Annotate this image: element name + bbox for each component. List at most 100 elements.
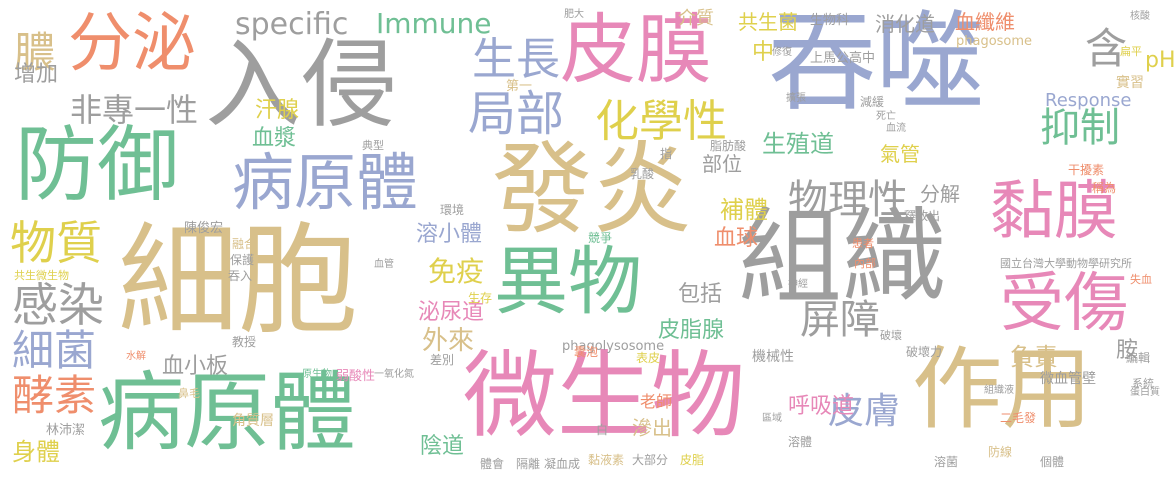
word-bingyuanti-big: 病原體 <box>98 363 356 463</box>
word-jiaozhiceng: 角質層 <box>232 413 274 429</box>
word-yuanshou: 原生物 <box>302 369 332 380</box>
word-yindao: 陰道 <box>420 434 465 459</box>
word-xitong: 系統 <box>1132 377 1154 390</box>
word-gongshengwujun: 共生微生物 <box>14 269 69 282</box>
word-pifu: 皮膚 <box>828 391 901 432</box>
word-immune: Immune <box>376 7 492 40</box>
word-dabufen: 大部分 <box>632 453 669 467</box>
word-guoliao: 國立台灣大學動物學研究所 <box>1000 257 1132 270</box>
word-xuexiao: 血流 <box>886 123 906 134</box>
word-buti: 補體 <box>720 196 768 224</box>
word-pianping: 扁平 <box>1120 45 1142 58</box>
word-hanxian: 汗腺 <box>255 98 300 123</box>
word-response: Response <box>1045 90 1132 111</box>
word-pingzhang: 屏障 <box>800 297 880 343</box>
word-biaopi: 表皮 <box>636 351 661 365</box>
word-chabie: 差別 <box>430 353 455 367</box>
word-dianxing: 典型 <box>362 139 384 152</box>
word-danbaizhi: 蛋白質 <box>1130 387 1160 398</box>
word-ganjun: 溶菌 <box>934 455 959 469</box>
word-ningxue: 凝血成 <box>544 457 581 471</box>
word-weishengwu: 微生物 <box>463 342 746 451</box>
word-shenchu: 滲出 <box>632 416 672 440</box>
word-wuzhi: 物質 <box>10 216 102 270</box>
word-fenmi: 分泌 <box>68 7 196 81</box>
word-baohu: 保護 <box>230 253 255 267</box>
word-yiqi: 一氧化氮 <box>374 369 414 380</box>
word-xuexiaoban: 血小板 <box>162 354 229 379</box>
word-shangma: 上馬公高中 <box>810 51 876 66</box>
word-nong: 膿 <box>14 28 57 77</box>
word-geli: 隔離 <box>516 457 541 471</box>
word-jiansao: 減緩 <box>860 95 885 109</box>
word-fangxian: 防線 <box>988 445 1013 459</box>
word-neibu: 內部 <box>854 257 876 270</box>
word-specific: specific <box>235 7 349 42</box>
word-shoushang: 受傷 <box>1000 267 1128 341</box>
word-phagolysosome: phagolysosome <box>562 339 665 354</box>
word-chengwei: 稱為 <box>1092 181 1117 195</box>
word-baokuo: 包括 <box>678 282 723 307</box>
word-shenjing: 神經 <box>788 279 808 290</box>
word-ruoshuanxing: 弱酸性 <box>336 369 376 384</box>
word-laoshi: 老師 <box>640 392 673 411</box>
word-huanzhe: 患者 <box>852 237 874 250</box>
word-weixuegbi: 微血管壁 <box>1040 371 1096 387</box>
word-ganraosu: 干擾素 <box>1068 163 1105 177</box>
word-jixiexing: 機械性 <box>752 349 794 365</box>
word-meisu: 酵素 <box>12 371 97 420</box>
word-huaxuexing: 化學性 <box>595 96 727 147</box>
word-gebie: 個體 <box>1040 455 1065 469</box>
word-tunshi: 吞噬 <box>768 1 985 126</box>
word-xiaohuadao: 消化道 <box>875 12 935 36</box>
word-gongsheng-small: 生存 <box>468 291 493 305</box>
word-ph: pH <box>1145 48 1175 73</box>
word-shishi: 釋放出 <box>904 209 941 223</box>
word-feizhuanyixing: 非專一性 <box>70 91 199 129</box>
word-buwei: 部位 <box>702 152 742 176</box>
word-shiyanhao: 死亡 <box>876 111 896 122</box>
word-qinru: 入侵 <box>205 29 397 141</box>
word-zhong: 中 <box>752 40 775 65</box>
word-bikong: 鼻毛 <box>178 387 200 400</box>
word-poliao: 破壞 <box>880 329 902 342</box>
word-nianmo: 黏膜 <box>990 175 1118 249</box>
word-rongxiaoti: 溶小體 <box>416 222 483 247</box>
word-yizhi: 抑制 <box>1040 105 1120 151</box>
word-shiyuan: 失血 <box>1130 273 1152 286</box>
word-tunru: 吞入 <box>228 269 253 283</box>
word-huxidao: 呼吸道 <box>788 394 855 419</box>
word-zuzhiye: 組織液 <box>984 385 1014 396</box>
word-fuze: 負責 <box>1010 343 1058 371</box>
word-qiangzhe: 區域 <box>762 413 782 424</box>
word-shengwuke: 生物科 <box>810 13 850 28</box>
word-jie: 胺 <box>1116 338 1139 363</box>
word-qiguan: 氣管 <box>880 142 920 166</box>
word-bai: 白 <box>596 423 609 437</box>
word-xiuyi: 修復 <box>772 47 792 58</box>
word-ganran: 感染 <box>12 278 104 332</box>
word-xuejiang: 血漿 <box>252 126 297 151</box>
word-erma: 二毛發 <box>1000 411 1037 425</box>
word-shuijie: 水解 <box>126 351 146 362</box>
word-xueqiu: 血球 <box>714 226 759 251</box>
word-zengjia: 增加 <box>14 62 59 87</box>
word-jiezhi: 介質 <box>678 8 714 29</box>
word-xibao: 細胞 <box>118 212 358 351</box>
word-zuzhi: 組織 <box>738 196 947 318</box>
word-bingyuanti-mid: 病原體 <box>232 146 419 219</box>
word-bianji: 編輯 <box>1126 351 1151 365</box>
word-pimo: 皮膜 <box>560 5 712 94</box>
word-shengzhang: 生長 <box>472 34 560 85</box>
word-shenti: 身體 <box>12 438 60 466</box>
word-kuozhang: 擴張 <box>786 93 806 104</box>
word-xijun: 細菌 <box>12 326 97 375</box>
word-zuoyong: 作用 <box>912 337 1092 442</box>
word-pohuaili: 破壞力 <box>906 345 943 359</box>
word-jiaoshou: 教授 <box>232 335 257 349</box>
word-hezhi: 核酸 <box>1130 11 1150 22</box>
word-zhifangsuan: 脂肪酸 <box>710 139 747 153</box>
word-fangyu: 防御 <box>15 118 180 213</box>
word-pizhixian: 皮脂腺 <box>658 318 725 343</box>
